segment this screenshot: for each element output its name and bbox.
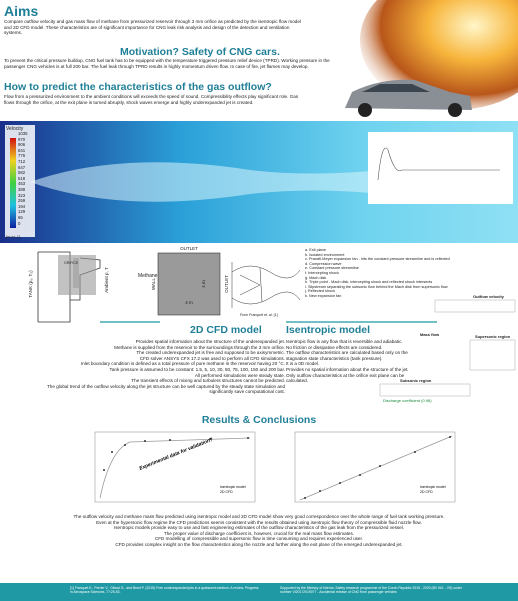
paragraph: To prevent the critical pressure buildup… xyxy=(4,58,334,69)
text-line: Isentropic flow is any flow that is reve… xyxy=(286,339,411,345)
chart-labels: Experimental data for validation? Isentr… xyxy=(0,430,518,510)
heading: Aims xyxy=(4,3,38,19)
feature-item: k. New expansion fan xyxy=(305,294,455,299)
paragraph: Compare outflow velocity and gas mass fl… xyxy=(4,19,304,36)
velocity-scale xyxy=(10,138,16,228)
label: Mass flow xyxy=(420,332,439,337)
legend-entry: 2D CFD xyxy=(220,490,233,494)
annotation: Experimental data for validation? xyxy=(139,437,214,472)
label: From Franquet et. al. [1] xyxy=(240,313,278,317)
poster: Aims Compare outflow velocity and gas ma… xyxy=(0,0,518,601)
legend-value: 0 xyxy=(18,221,38,227)
conclusions: The outflow velocity and methane mass fl… xyxy=(20,514,498,548)
paragraph: Provides spatial information about the s… xyxy=(40,339,285,395)
text-line: CFD provides complex insight on the flow… xyxy=(20,542,498,548)
text-line: The outflow velocity and methane mass fl… xyxy=(20,514,498,520)
text-line: The global trend of the outflow velocity… xyxy=(40,384,285,395)
label: OUTLET xyxy=(180,246,198,251)
label: Supersonic region xyxy=(475,334,510,339)
text-line: Provides no spatial information about th… xyxy=(286,367,411,373)
paragraph: Isentropic flow is any flow that is reve… xyxy=(286,339,411,384)
paragraph: Flow from a pressurized environment to t… xyxy=(4,94,304,105)
heading: How to predict the characteristics of th… xyxy=(4,81,272,93)
label: Ambient p, T xyxy=(104,267,109,293)
label: 4 m xyxy=(201,280,206,288)
text-line: Only outflow characteristics at the orif… xyxy=(286,373,411,384)
label: OUTLET xyxy=(224,275,229,293)
text-line: The outflow characteristics are calculat… xyxy=(286,350,411,361)
label: TANK (p₀, T₀) xyxy=(28,270,33,298)
legend-entry: Isentropic model xyxy=(220,485,246,489)
label: Outflow velocity xyxy=(473,294,504,299)
legend-entry: Isentropic model xyxy=(420,485,446,489)
label: 4 m xyxy=(185,300,193,305)
acknowledgement: Supported by the Ministry of Interior, S… xyxy=(280,586,470,594)
inset-plot xyxy=(368,132,513,204)
heading: Results & Conclusions xyxy=(0,414,518,426)
label: WALL xyxy=(151,277,156,290)
legend-unit: [m s^-1] xyxy=(6,234,20,239)
heading: 2D CFD model xyxy=(190,324,262,336)
reference: [1] Franquet E., Perrier V., Gibout S., … xyxy=(70,586,260,594)
label: ORIFICE xyxy=(64,261,79,265)
legend-entry: 2D CFD xyxy=(420,490,433,494)
heading: Motivation? Safety of CNG cars. xyxy=(120,46,280,58)
label: Discharge coefficient (0.98) xyxy=(383,398,432,403)
heading: Isentropic model xyxy=(286,324,370,336)
